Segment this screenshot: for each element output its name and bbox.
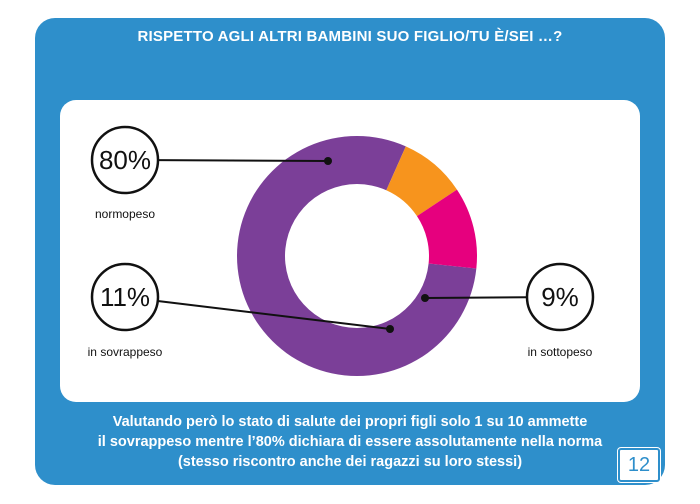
- callout-line-in-sottopeso: [424, 296, 528, 299]
- callout-dot-in-sovrappeso: [386, 325, 394, 333]
- callout-circle-in-sovrappeso: [90, 262, 160, 332]
- caption-line-3: (stesso riscontro anche dei ragazzi su l…: [177, 454, 523, 470]
- category-label-normopeso: normopeso: [95, 207, 155, 221]
- data-label-normopeso: 80%: [99, 145, 151, 175]
- category-label-in-sovrappeso: in sovrappeso: [88, 345, 163, 359]
- caption-line-2: il sovrappeso mentre l’80% dichiara di e…: [97, 434, 603, 450]
- callout-dot-in-sottopeso: [421, 294, 429, 302]
- slide-caption: Valutando però lo stato di salute dei pr…: [55, 412, 645, 472]
- donut-slice-in-sovrappeso: [416, 189, 477, 269]
- donut-slice-in-sottopeso: [386, 146, 457, 217]
- callout-dot-normopeso: [324, 157, 332, 165]
- data-label-in-sovrappeso: 11%: [100, 282, 150, 312]
- slide-background: RISPETTO AGLI ALTRI BAMBINI SUO FIGLIO/T…: [35, 18, 665, 485]
- category-label-in-sottopeso: in sottopeso: [528, 345, 593, 359]
- page-number: 12: [618, 448, 660, 482]
- callout-circle-in-sottopeso: [525, 262, 595, 332]
- data-label-in-sottopeso: 9%: [541, 282, 579, 312]
- callout-line-in-sovrappeso: [157, 299, 391, 330]
- callout-line-normopeso: [157, 159, 329, 162]
- donut-slice-normopeso: [237, 136, 477, 376]
- caption-line-1: Valutando però lo stato di salute dei pr…: [112, 414, 588, 430]
- slide-title: RISPETTO AGLI ALTRI BAMBINI SUO FIGLIO/T…: [137, 28, 563, 45]
- callout-circle-normopeso: [90, 125, 160, 195]
